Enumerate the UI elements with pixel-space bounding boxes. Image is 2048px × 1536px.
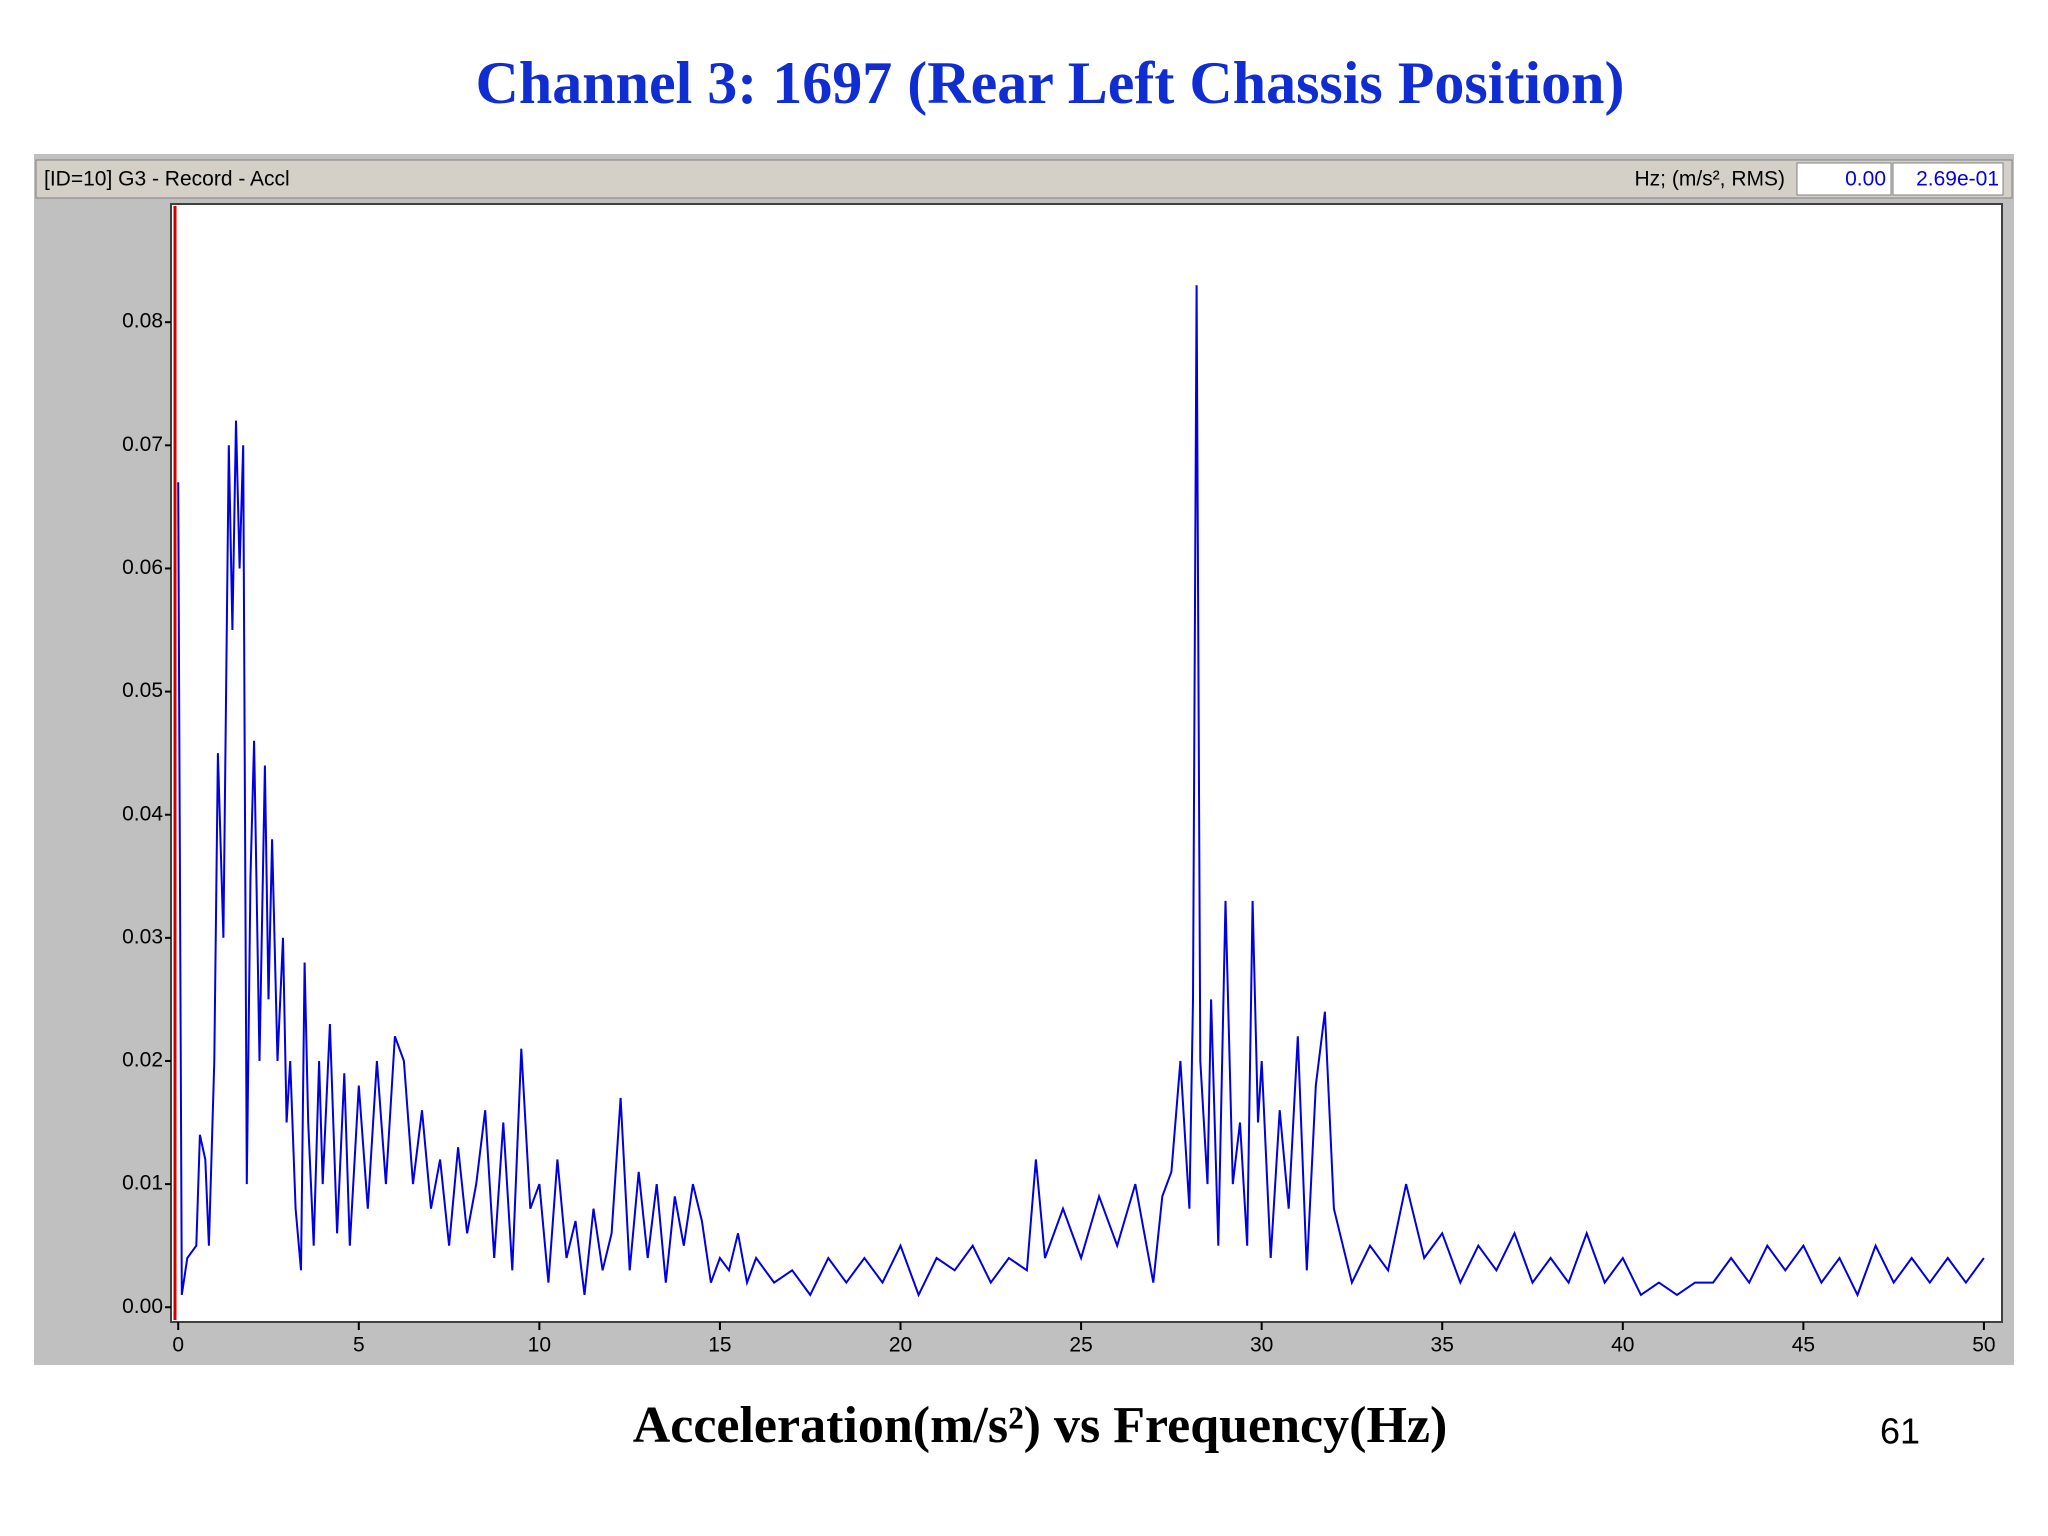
y-tick-label: 0.04 — [122, 802, 163, 825]
spectrum-line — [177, 285, 1985, 1298]
y-tick-label: 0.05 — [122, 679, 163, 702]
header-field: 0.00 — [1845, 168, 1886, 191]
x-tick-label: 40 — [1611, 1334, 1634, 1357]
caption: Acceleration(m/s²) vs Frequency(Hz) — [633, 1397, 1448, 1454]
y-tick-label: 0.02 — [122, 1049, 163, 1072]
x-tick-label: 20 — [889, 1334, 912, 1357]
x-tick-label: 35 — [1431, 1334, 1454, 1357]
x-tick-label: 0 — [172, 1334, 184, 1357]
x-tick-label: 25 — [1069, 1334, 1092, 1357]
plot: 0.00 0.01 0.02 0.03 0.04 0.05 0.06 0.07 0.08 0 5 10… — [122, 285, 1996, 1357]
y-tick-label: 0.03 — [122, 925, 163, 948]
x-tick-label: 50 — [1972, 1334, 1995, 1357]
y-tick-label: 0.07 — [122, 433, 163, 456]
title: Channel 3: 1697 (Rear Left Chassis Posit… — [476, 50, 1625, 116]
page-number: 61 — [1880, 1411, 1920, 1452]
x-tick-label: 10 — [528, 1334, 551, 1357]
header-bar — [35, 159, 2013, 199]
y-tick-label: 0.08 — [122, 310, 163, 333]
y-tick-label: 0.00 — [122, 1295, 163, 1318]
y-tick-label: 0.01 — [122, 1172, 163, 1195]
plot-area — [170, 203, 2003, 1323]
x-tick-label: 45 — [1792, 1334, 1815, 1357]
x-tick-label: 5 — [353, 1334, 365, 1357]
y-tick-label: 0.06 — [122, 556, 163, 579]
header-units: Hz; (m/s², RMS) — [1635, 168, 1785, 191]
x-tick-label: 15 — [708, 1334, 731, 1357]
field-box — [1892, 162, 2004, 196]
field-box — [1796, 162, 1892, 196]
header-label: [ID=10] G3 - Record - Accl — [44, 168, 290, 191]
header-field: 2.69e-01 — [1916, 168, 1999, 191]
x-tick-label: 30 — [1250, 1334, 1273, 1357]
